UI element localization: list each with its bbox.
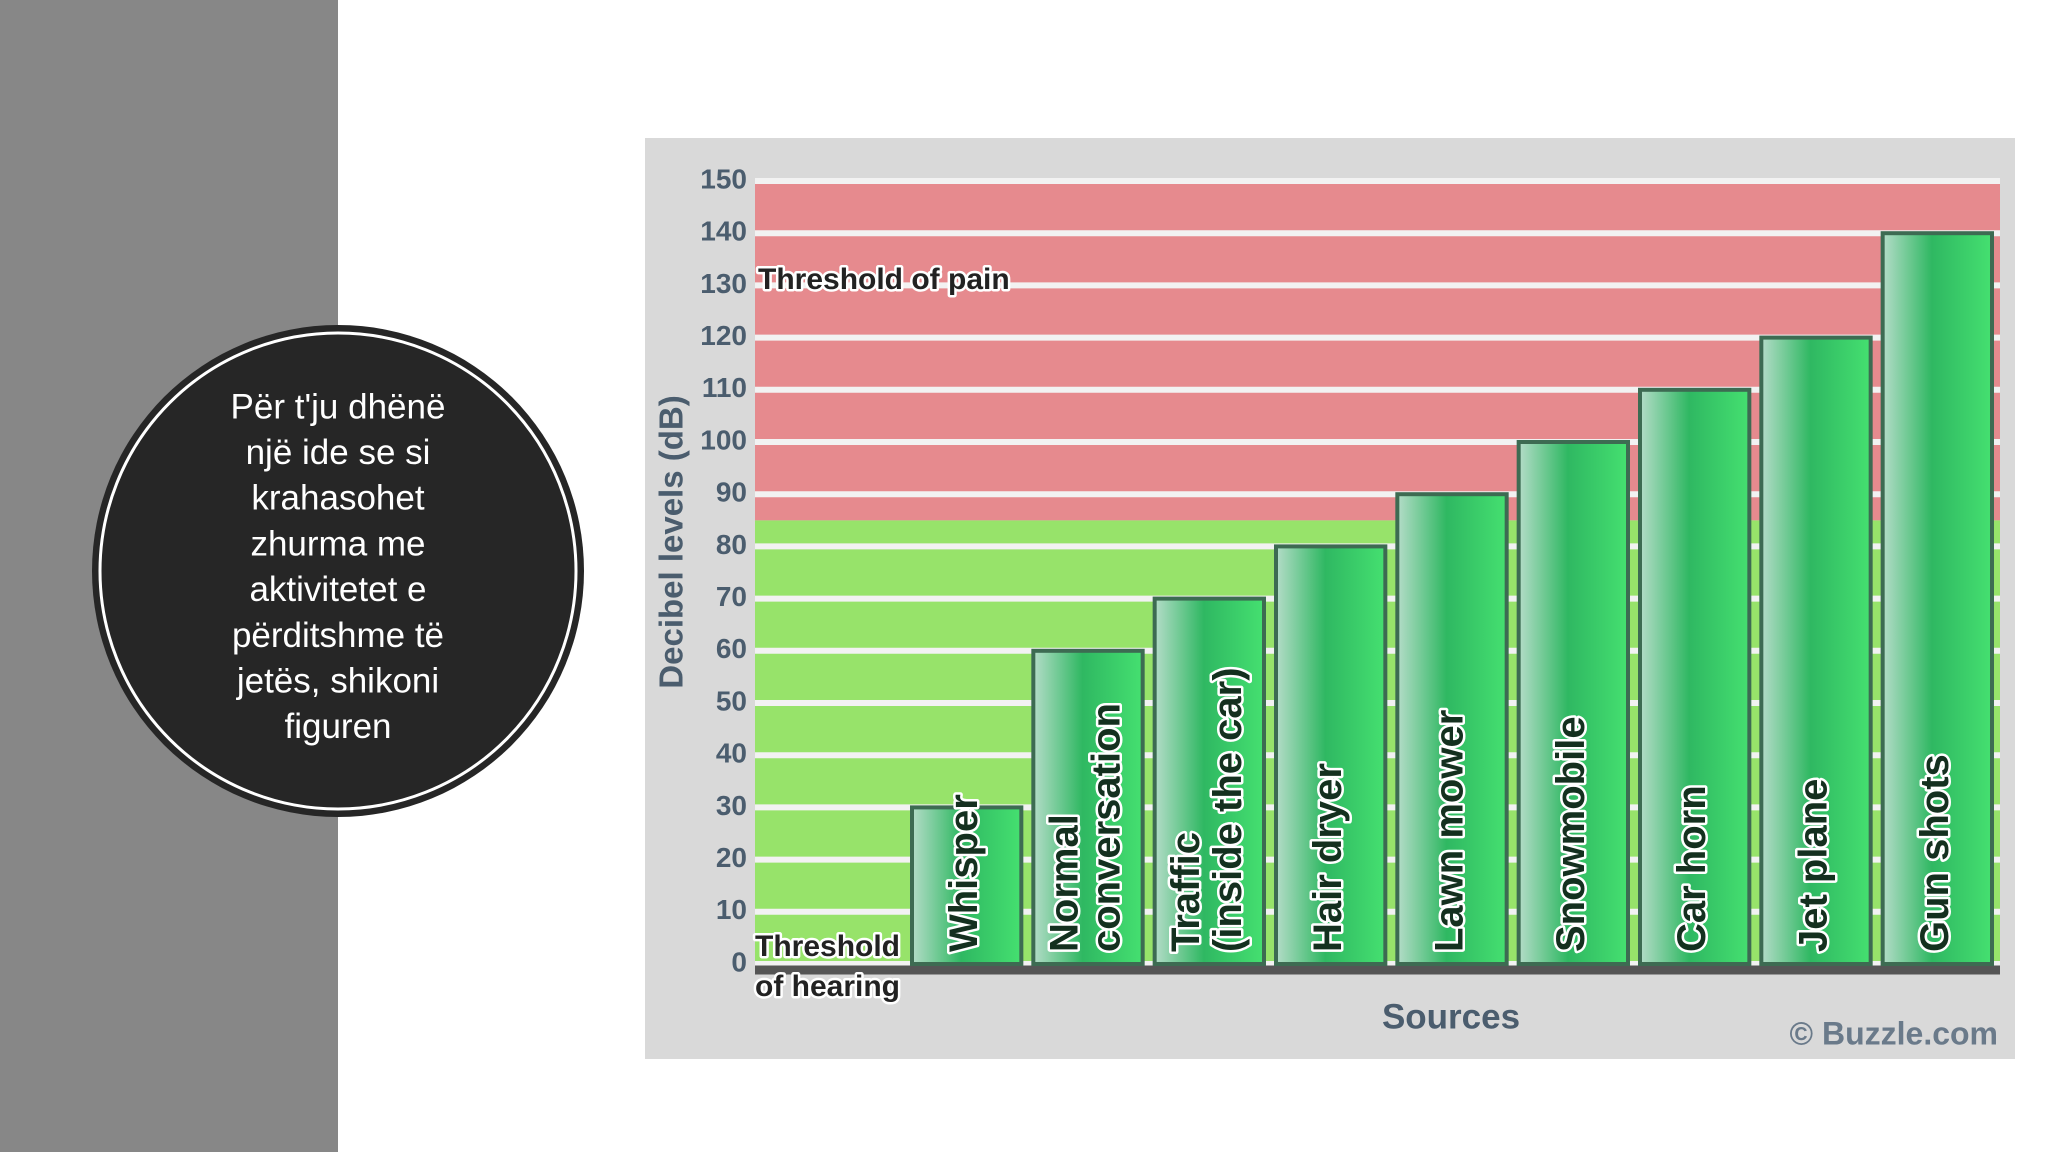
caption-line: një ide se si <box>246 433 431 472</box>
bar <box>1152 596 1266 966</box>
y-tick-label: 100 <box>700 424 747 455</box>
credit: © Buzzle.com <box>1790 1015 1999 1051</box>
bar <box>910 805 1024 967</box>
y-tick-label: 110 <box>702 372 747 403</box>
y-tick-label: 120 <box>700 320 747 351</box>
y-tick-label: 10 <box>716 894 747 925</box>
bar <box>1759 335 1873 967</box>
text-circle <box>92 325 584 817</box>
y-tick-label: 50 <box>716 685 747 716</box>
annotation: Threshold <box>755 930 900 963</box>
bar-label: Whisper <box>942 794 986 952</box>
caption-line: krahasohet <box>251 479 424 518</box>
y-tick-label: 60 <box>716 633 747 664</box>
y-axis-title: Decibel levels (dB) <box>653 395 690 688</box>
caption-line: jetës, shikoni <box>236 661 439 700</box>
annotation: of hearing <box>755 970 900 1003</box>
y-tick-label: 0 <box>731 946 747 977</box>
caption-line: aktivitetet e <box>249 570 426 609</box>
bar-label: (inside the car) <box>1206 667 1250 952</box>
caption: Për t'ju dhënë një ide se si krahasohet zhu… <box>231 387 446 746</box>
bar <box>1638 387 1752 966</box>
y-tick-label: 150 <box>700 163 747 194</box>
bar-label: conversation <box>1085 703 1129 952</box>
bar <box>1516 440 1630 966</box>
y-tick-label: 20 <box>716 842 747 873</box>
y-tick-label: 40 <box>716 738 747 769</box>
bar <box>1274 544 1388 967</box>
annotation: Threshold of pain <box>758 263 1010 296</box>
bar-label: Hair dryer <box>1306 763 1350 952</box>
bar-label: Normal <box>1043 814 1087 952</box>
chart: 0 10 20 30 40 50 60 70 80 90 100 110 120 130 140 150 Whi… <box>653 163 2000 1051</box>
bar <box>1395 492 1509 966</box>
bar-label: Traffic <box>1164 832 1208 952</box>
y-tick-label: 30 <box>716 790 747 821</box>
bar-label: Jet plane <box>1792 779 1836 952</box>
bar-label: Snowmobile <box>1549 716 1593 952</box>
bar <box>1031 648 1145 966</box>
y-tick-label: 130 <box>700 268 747 299</box>
y-tick-label: 90 <box>716 477 747 508</box>
bar-label: Gun shots <box>1913 754 1957 952</box>
y-tick-label: 140 <box>700 216 747 247</box>
caption-line: zhurma me <box>250 524 425 563</box>
y-tick-label: 70 <box>716 581 747 612</box>
caption-line: përditshme të <box>232 616 444 655</box>
bar <box>1880 231 1994 966</box>
x-axis-title: Sources <box>1382 997 1520 1036</box>
caption-line: figuren <box>284 707 391 746</box>
bar-label: Lawn mower <box>1428 710 1472 952</box>
circle-ring <box>98 331 578 811</box>
caption-line: Për t'ju dhënë <box>231 387 446 426</box>
bar-label: Car horn <box>1670 785 1714 952</box>
y-tick-label: 80 <box>716 529 747 560</box>
